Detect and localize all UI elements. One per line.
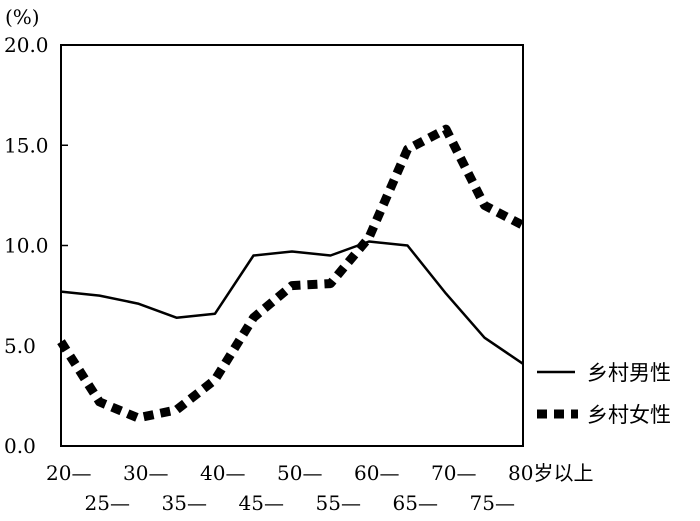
legend-label-female: 乡村女性 xyxy=(587,403,671,427)
y-tick-label: 5.0 xyxy=(4,334,36,358)
x-tick-label: 80岁以上 xyxy=(508,461,593,485)
series-layer xyxy=(57,124,526,423)
x-tick-label: 25— xyxy=(85,491,130,515)
x-tick-label: 55— xyxy=(316,491,361,515)
x-tick-label: 65— xyxy=(393,491,438,515)
y-tick-label: 20.0 xyxy=(4,33,49,57)
x-tick-label: 60— xyxy=(354,461,399,485)
series-line-female xyxy=(57,124,526,423)
legend: 乡村男性 乡村女性 xyxy=(537,361,671,427)
y-tick-label: 10.0 xyxy=(4,234,49,258)
x-axis-ticks: 20— 30— 40— 50— 60— 70— 80岁以上 25— 35— 45— 55— 65— 75… xyxy=(46,461,593,515)
x-tick-label: 75— xyxy=(470,491,515,515)
plot-area-frame xyxy=(60,44,524,447)
x-tick-label: 70— xyxy=(431,461,476,485)
legend-label-male: 乡村男性 xyxy=(587,361,671,385)
y-unit-label: (%) xyxy=(5,5,40,29)
y-tick-label: 15.0 xyxy=(4,133,49,157)
series-line-male xyxy=(60,240,524,365)
x-tick-label: 30— xyxy=(123,461,168,485)
y-tick-label: 0.0 xyxy=(4,434,36,458)
y-axis-ticks: 0.0 5.0 10.0 15.0 20.0 xyxy=(4,33,68,458)
x-tick-label: 45— xyxy=(239,491,284,515)
x-tick-label: 35— xyxy=(162,491,207,515)
x-tick-label: 50— xyxy=(277,461,322,485)
x-tick-label: 40— xyxy=(200,461,245,485)
x-tick-label: 20— xyxy=(46,461,91,485)
